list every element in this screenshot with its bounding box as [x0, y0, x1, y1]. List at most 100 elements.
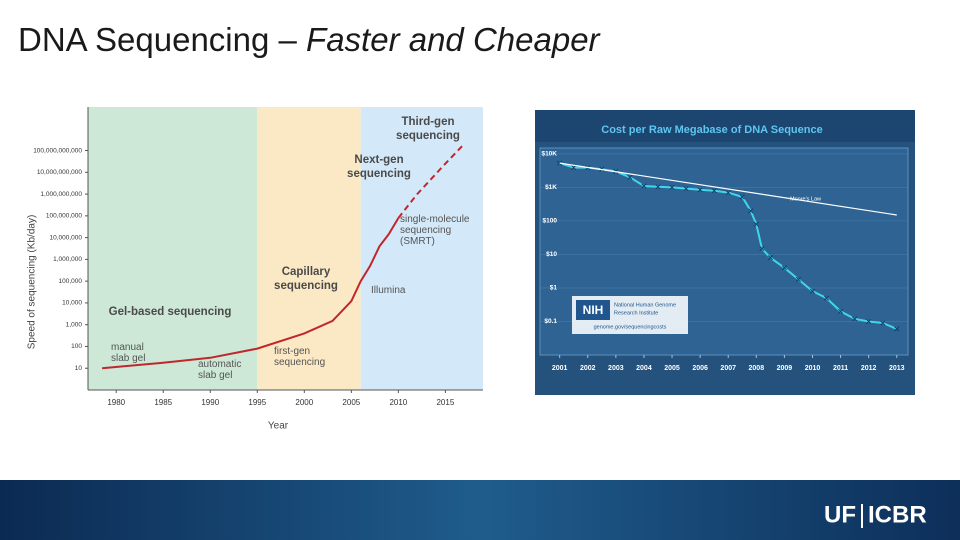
annotation-line: manual [111, 342, 144, 353]
annotation: manual slab gel [111, 342, 145, 364]
annotation: Capillary sequencing [274, 266, 338, 292]
y-tick-label: $0.1 [544, 318, 557, 325]
point-marker [571, 165, 577, 171]
footer-band [0, 480, 960, 540]
x-axis-label: Year [268, 421, 289, 432]
x-tick-label: 2012 [861, 365, 877, 372]
x-tick-label: 2004 [636, 365, 652, 372]
point-marker [655, 184, 661, 190]
y-tick-label: $1K [545, 184, 557, 191]
cost-line [559, 162, 897, 216]
point-marker [866, 318, 872, 325]
point-marker [627, 174, 633, 180]
y-tick-label: 10,000 [62, 300, 82, 307]
y-tick-label: 10,000,000 [49, 234, 82, 241]
x-tick-label: 2013 [889, 365, 905, 372]
chart-title: Cost per Raw Megabase of DNA Sequence [601, 124, 822, 136]
era-band [360, 107, 483, 390]
annotation-line: Illumina [371, 285, 406, 296]
annotation: Third-gen sequencing [396, 116, 460, 142]
y-tick-label: $1 [550, 285, 558, 292]
x-tick-label: 1990 [201, 398, 219, 407]
point-marker [795, 276, 801, 282]
x-tick-label: 1985 [154, 398, 172, 407]
annotation: single-molecule sequencing (SMRT) [400, 214, 470, 247]
x-tick-label: 2001 [552, 365, 568, 372]
point-marker [711, 188, 717, 194]
series-label: Moore's Law [790, 196, 821, 202]
point-marker [824, 295, 830, 301]
point-marker [894, 326, 900, 332]
point-marker [767, 255, 773, 261]
annotation: Illumina [371, 285, 406, 296]
era-band [88, 107, 258, 390]
point-marker [683, 186, 689, 192]
logo-badge [576, 300, 610, 320]
x-tick-label: 2006 [692, 365, 708, 372]
y-tick-label: 100,000 [59, 278, 83, 285]
point-marker [852, 316, 858, 322]
logo-url: genome.gov/sequencingcosts [594, 324, 667, 330]
x-tick-label: 2007 [720, 365, 736, 372]
logo-institute: Research Institute [614, 310, 658, 316]
annotation-line: (SMRT) [400, 236, 435, 247]
x-tick-label: 1980 [107, 398, 125, 407]
annotation-line: sequencing [396, 130, 460, 142]
annotation-line: sequencing [400, 225, 451, 236]
x-tick-label: 2005 [342, 398, 360, 407]
logo-institute: National Human Genome [614, 302, 676, 308]
annotation-line: slab gel [111, 353, 145, 364]
annotation: first-gen sequencing [274, 346, 325, 368]
annotation-line: Next-gen [354, 154, 403, 166]
annotation-line: automatic [198, 359, 241, 370]
point-marker [669, 184, 675, 190]
annotation-line: sequencing [274, 357, 325, 368]
y-tick-label: 1,000,000 [53, 256, 82, 263]
point-marker [725, 190, 731, 196]
point-marker [641, 183, 647, 189]
annotation-line: slab gel [198, 370, 232, 381]
x-tick-label: 2011 [833, 365, 848, 372]
y-tick-label: 1,000 [66, 321, 83, 328]
y-tick-label: 100 [71, 343, 82, 350]
y-tick-label: 100,000,000 [46, 213, 83, 220]
point-marker [759, 246, 765, 252]
y-tick-label: 100,000,000,000 [33, 147, 82, 154]
annotation: Next-gen sequencing [347, 154, 411, 180]
y-tick-label: 10 [75, 365, 83, 372]
speed-line [397, 143, 465, 219]
annotation: Gel-based sequencing [109, 306, 232, 318]
chart-title-bar [535, 110, 915, 142]
point-marker [697, 187, 703, 193]
x-tick-label: 2010 [389, 398, 407, 407]
footer-logo-right: ICBR [868, 501, 927, 528]
speed-line [102, 217, 400, 370]
annotation-line: Capillary [282, 266, 331, 278]
title-emphasis: Faster and Cheaper [306, 21, 602, 58]
title-main: DNA Sequencing – [18, 21, 306, 58]
x-tick-label: 2008 [749, 365, 765, 372]
point-marker [753, 221, 759, 227]
y-tick-label: $10K [541, 151, 557, 158]
x-tick-label: 2002 [580, 365, 596, 372]
x-tick-label: 2009 [777, 365, 793, 372]
x-tick-label: 2005 [664, 365, 680, 372]
annotation-line: sequencing [274, 280, 338, 292]
x-tick-label: 2010 [805, 365, 821, 372]
point-marker [748, 208, 754, 214]
annotation: automatic slab gel [198, 359, 241, 381]
point-marker [880, 320, 886, 326]
annotation-line: sequencing [347, 168, 411, 180]
annotation-line: Third-gen [401, 116, 454, 128]
logo-acronym: NIH [583, 303, 604, 317]
point-marker [838, 308, 844, 314]
y-tick-label: 1,000,000,000 [40, 191, 82, 198]
y-tick-label: $100 [543, 218, 558, 225]
x-tick-label: 1995 [248, 398, 266, 407]
point-marker [781, 265, 787, 271]
x-tick-label: 2003 [608, 365, 624, 372]
point-marker [739, 194, 745, 200]
x-tick-label: 2000 [295, 398, 313, 407]
y-axis-label: Speed of sequencing (Kb/day) [27, 215, 38, 350]
